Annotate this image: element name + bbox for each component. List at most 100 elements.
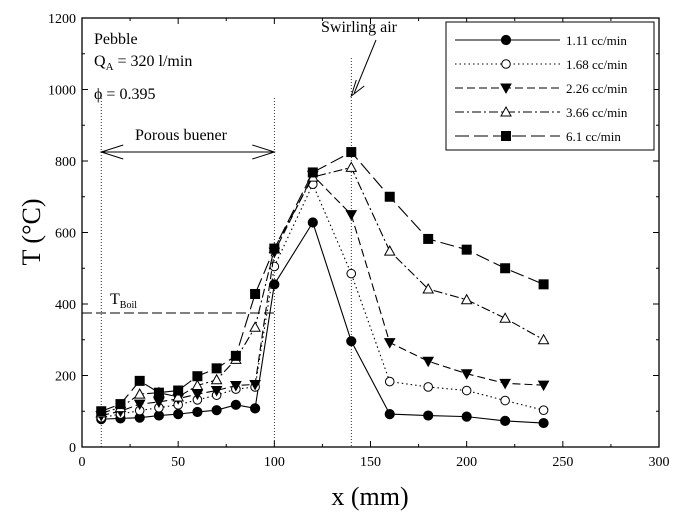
marker-point — [230, 350, 241, 361]
marker-point — [230, 381, 242, 392]
legend-label: 6.1 cc/min — [566, 129, 621, 144]
marker-point — [249, 379, 261, 391]
y-tick-label: 1000 — [48, 84, 76, 99]
legend-entry-4: 3.66 cc/min — [455, 105, 628, 120]
y-tick-label: 600 — [55, 227, 76, 242]
y-tick-label: 0 — [69, 441, 76, 456]
x-tick-label: 200 — [456, 455, 477, 470]
legend-entry-3: 2.26 cc/min — [455, 81, 628, 96]
series-5 — [96, 147, 549, 417]
x-tick-label: 100 — [264, 455, 285, 470]
series-layer — [95, 147, 550, 429]
marker-point — [191, 389, 204, 401]
legend-label: 2.26 cc/min — [566, 81, 628, 96]
annotation-qa: QA = 320 l/min — [94, 53, 192, 73]
marker-point — [422, 356, 435, 368]
legend-box — [445, 21, 655, 151]
marker-point — [500, 415, 511, 427]
reference-lines — [82, 39, 377, 447]
annotation-tboil-subscript: Boil — [120, 300, 137, 311]
marker-point — [345, 210, 358, 221]
series-1 — [96, 217, 549, 429]
marker-point — [96, 406, 107, 417]
legend-label: 1.11 cc/min — [566, 33, 627, 48]
marker-point — [501, 59, 511, 69]
legend-entry-1: 1.11 cc/min — [455, 33, 627, 48]
marker-point — [383, 245, 396, 256]
marker-point — [230, 399, 241, 410]
annotation-swirling-air: Swirling air — [321, 19, 398, 36]
annotation-phi: ϕ = 0.395 — [94, 86, 155, 103]
marker-point — [537, 380, 550, 392]
marker-point — [269, 243, 280, 254]
marker-point — [422, 282, 435, 294]
legend-label: 3.66 cc/min — [566, 105, 628, 120]
marker-point — [500, 395, 510, 406]
axes: 0 50 100 150 200 250 300 0 200 400 600 800 1000 1200 — [48, 12, 670, 470]
legend-label: 1.68 cc/min — [566, 57, 628, 72]
marker-point — [500, 105, 512, 117]
marker-point — [538, 405, 549, 415]
marker-point — [501, 131, 511, 141]
series-3 — [95, 170, 550, 422]
x-tick-label: 0 — [79, 455, 86, 470]
series-line — [101, 174, 544, 417]
annotation-tboil-symbol: T — [110, 291, 120, 308]
marker-point — [499, 378, 511, 390]
annotation-qa-value: = 320 l/min — [114, 53, 193, 70]
marker-point — [115, 399, 126, 410]
legend-entry-2: 1.68 cc/min — [455, 57, 628, 72]
marker-point — [250, 288, 261, 299]
annotation-tboil: TBoil — [110, 291, 137, 311]
y-tick-label: 200 — [55, 370, 76, 385]
marker-point — [133, 399, 146, 411]
marker-point — [538, 279, 549, 290]
marker-point — [153, 397, 165, 408]
marker-point — [211, 405, 222, 416]
marker-point — [500, 83, 512, 95]
marker-point — [460, 369, 473, 380]
marker-point — [460, 293, 473, 305]
y-tick-label: 800 — [55, 155, 76, 170]
marker-point — [461, 411, 472, 422]
marker-point — [423, 382, 434, 392]
annotation-pebble: Pebble — [94, 31, 138, 48]
marker-point — [269, 261, 280, 272]
marker-point — [384, 409, 395, 420]
marker-point — [173, 409, 184, 420]
marker-point — [537, 333, 550, 345]
marker-point — [538, 417, 549, 429]
series-2 — [96, 179, 549, 423]
marker-point — [211, 363, 222, 374]
marker-point — [172, 390, 185, 402]
marker-point — [423, 410, 434, 421]
marker-point — [500, 263, 511, 274]
marker-point — [383, 338, 396, 349]
marker-point — [307, 217, 318, 228]
marker-point — [250, 403, 261, 414]
marker-point — [461, 385, 472, 396]
marker-point — [210, 373, 223, 385]
marker-point — [346, 268, 357, 279]
x-tick-label: 150 — [360, 455, 381, 470]
series-line — [101, 151, 544, 412]
x-tick-label: 300 — [649, 455, 670, 470]
marker-point — [191, 379, 204, 391]
series-line — [101, 182, 544, 419]
series-4 — [95, 161, 550, 418]
x-tick-label: 50 — [171, 455, 185, 470]
marker-point — [249, 321, 261, 332]
swirl-arrow-head — [350, 79, 365, 98]
legend-entry-5: 6.1 cc/min — [455, 129, 621, 144]
marker-point — [134, 375, 145, 386]
annotation-qa-symbol: Q — [94, 53, 106, 70]
swirl-arrow-shaft — [353, 39, 377, 94]
marker-point — [307, 167, 318, 178]
annotation-porous-burner: Porous buener — [135, 127, 228, 144]
porous-arrow-right-head — [252, 144, 276, 160]
marker-point — [384, 191, 395, 202]
legend: 1.11 cc/min 1.68 cc/min 2.26 cc/min 3.66 cc… — [445, 21, 655, 151]
marker-point — [173, 385, 184, 396]
series-line — [101, 166, 544, 414]
